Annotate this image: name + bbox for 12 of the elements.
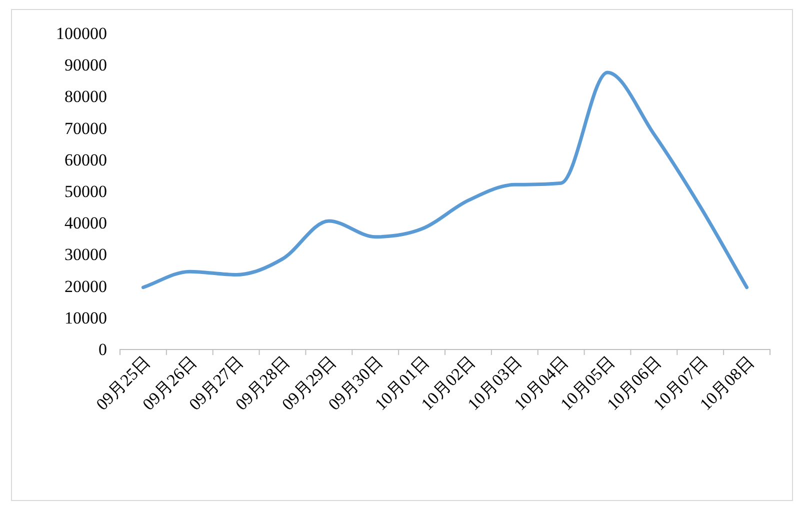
y-tick-label: 20000 [64, 276, 107, 296]
y-tick-label: 60000 [64, 150, 107, 170]
y-tick-label: 90000 [64, 56, 107, 75]
y-tick-label: 40000 [64, 214, 107, 233]
y-tick-label: 30000 [64, 245, 107, 264]
y-tick-label: 50000 [64, 182, 107, 201]
line-series [141, 70, 749, 290]
y-tick-label: 70000 [64, 118, 107, 138]
y-tick-label: 10000 [64, 308, 107, 328]
y-tick-label: 0 [98, 340, 107, 359]
y-tick-label: 80000 [64, 87, 107, 106]
y-tick-label: 100000 [56, 24, 107, 43]
